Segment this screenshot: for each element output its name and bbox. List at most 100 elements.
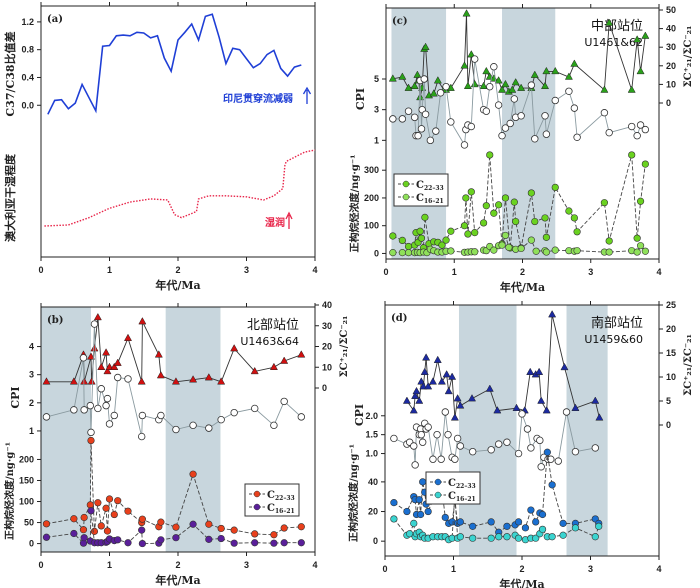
ratio-tick-label: 30 bbox=[666, 42, 676, 52]
data-point-c16-21 bbox=[591, 533, 599, 541]
legend-label: C22–33 bbox=[267, 490, 295, 502]
data-point--c21-c21- bbox=[542, 406, 551, 414]
data-point--c21-c21- bbox=[280, 356, 289, 364]
panel-label: (b) bbox=[47, 315, 63, 326]
data-point--c21-c21- bbox=[86, 352, 96, 360]
data-point-cpi bbox=[562, 408, 571, 416]
legend-marker bbox=[402, 180, 410, 188]
data-point-c22-33 bbox=[138, 515, 146, 523]
data-point-cpi bbox=[517, 112, 525, 120]
up-arrow bbox=[285, 211, 293, 229]
data-point--c21-c21- bbox=[42, 377, 51, 385]
conc-tick-label: 0 bbox=[373, 536, 378, 546]
data-point-cpi bbox=[80, 406, 88, 414]
data-point-cpi bbox=[105, 420, 114, 428]
legend-label: C22–33 bbox=[416, 180, 444, 192]
data-point--c21-c21- bbox=[570, 59, 579, 67]
data-point-c22-33 bbox=[633, 234, 641, 242]
shaded-interval bbox=[458, 305, 517, 556]
data-point-c22-33 bbox=[641, 160, 649, 168]
data-point-c16-21 bbox=[217, 534, 225, 543]
data-point-c22-33 bbox=[438, 241, 446, 249]
series-line-cpi bbox=[392, 59, 646, 147]
data-point-cpi bbox=[420, 75, 428, 83]
data-point-c22-33 bbox=[460, 222, 469, 230]
x-tick-label: 3 bbox=[244, 560, 249, 570]
data-point--c21-c21- bbox=[404, 83, 413, 91]
data-point-c22-33 bbox=[94, 499, 102, 507]
data-point-c22-33 bbox=[447, 227, 455, 235]
data-point-cpi bbox=[542, 130, 551, 138]
data-point-c22-33 bbox=[217, 524, 225, 533]
cpi-axis-label: CPI bbox=[354, 88, 367, 110]
data-point-c16-21 bbox=[205, 535, 213, 543]
y-tick-label: 1.2 bbox=[21, 17, 34, 27]
data-point--c21-c21- bbox=[482, 66, 491, 75]
data-point-c16-21 bbox=[503, 533, 511, 541]
data-point-c16-21 bbox=[124, 539, 132, 547]
data-point-c22-33 bbox=[251, 530, 259, 538]
data-point--c21-c21- bbox=[93, 312, 102, 321]
data-point-c22-33 bbox=[424, 507, 432, 516]
data-point--c21-c21- bbox=[641, 31, 650, 39]
data-point--c21-c21- bbox=[90, 344, 99, 352]
data-point--c21-c21- bbox=[456, 401, 465, 409]
conc-tick-label: 50 bbox=[24, 518, 34, 528]
data-point--c21-c21- bbox=[511, 78, 520, 86]
data-point-c16-21 bbox=[189, 520, 197, 528]
data-point-c22-33 bbox=[417, 234, 426, 242]
data-point-cpi bbox=[426, 136, 435, 145]
data-point--c21-c21- bbox=[433, 76, 442, 84]
data-point--c21-c21- bbox=[595, 413, 604, 421]
x-tick-label: 1 bbox=[107, 560, 112, 570]
data-point-cpi bbox=[433, 430, 441, 439]
data-point-cpi bbox=[97, 385, 105, 393]
x-tick-label: 4 bbox=[656, 564, 661, 574]
data-point-c22-33 bbox=[90, 527, 99, 535]
data-point-cpi bbox=[495, 440, 503, 448]
legend-box bbox=[425, 471, 481, 505]
data-point--c21-c21- bbox=[103, 366, 112, 375]
data-point-c16-21 bbox=[595, 522, 603, 530]
series-line-c22-33 bbox=[392, 154, 646, 248]
data-point-c16-21 bbox=[514, 534, 523, 542]
conc-tick-label: 100 bbox=[364, 221, 379, 231]
x-tick-label: 0 bbox=[382, 564, 387, 574]
data-point-c22-33 bbox=[486, 151, 494, 159]
data-point-cpi bbox=[172, 425, 180, 434]
data-point-c22-33 bbox=[479, 219, 488, 227]
data-point-c16-21 bbox=[633, 248, 641, 256]
data-point-c16-21 bbox=[505, 243, 513, 251]
x-axis-label: 年代/Ma bbox=[155, 278, 200, 292]
data-point--c21-c21- bbox=[548, 310, 557, 318]
data-point-c22-33 bbox=[600, 199, 609, 207]
series-line-c16-21 bbox=[46, 510, 302, 545]
data-point--c21-c21- bbox=[410, 81, 419, 90]
ratio-tick-label: 0 bbox=[322, 383, 327, 393]
data-point-c16-21 bbox=[532, 534, 540, 542]
data-point-c22-33 bbox=[510, 198, 518, 206]
x-tick-label: 0 bbox=[383, 267, 388, 277]
data-point--c21-c21- bbox=[530, 70, 539, 78]
cpi-tick-label: 4 bbox=[29, 342, 34, 352]
data-point--c21-c21- bbox=[230, 344, 239, 352]
data-point--c21-c21- bbox=[250, 366, 259, 375]
data-point-cpi bbox=[205, 424, 213, 432]
data-point--c21-c21- bbox=[433, 355, 442, 363]
data-point-c22-33 bbox=[482, 202, 490, 210]
data-point-cpi bbox=[217, 415, 225, 424]
conc-axis-label: 正构烷烃浓度/ng·g⁻¹ bbox=[347, 444, 360, 542]
data-point-c16-21 bbox=[172, 534, 180, 542]
data-point-cpi bbox=[531, 135, 539, 143]
data-point--c21-c21- bbox=[297, 350, 306, 358]
data-point-c22-33 bbox=[565, 207, 573, 215]
data-point-cpi bbox=[554, 457, 563, 465]
series-line--c21-c21- bbox=[46, 317, 302, 383]
data-point--c21-c21- bbox=[508, 85, 517, 93]
cpi-tick-label: 1 bbox=[29, 426, 34, 436]
y-tick-label: 0.8 bbox=[21, 45, 34, 55]
series-line-c22-33 bbox=[46, 440, 302, 536]
data-point--c21-c21- bbox=[564, 72, 573, 80]
data-point--c21-c21- bbox=[110, 362, 119, 370]
y-tick-label: 0.4 bbox=[21, 72, 34, 82]
